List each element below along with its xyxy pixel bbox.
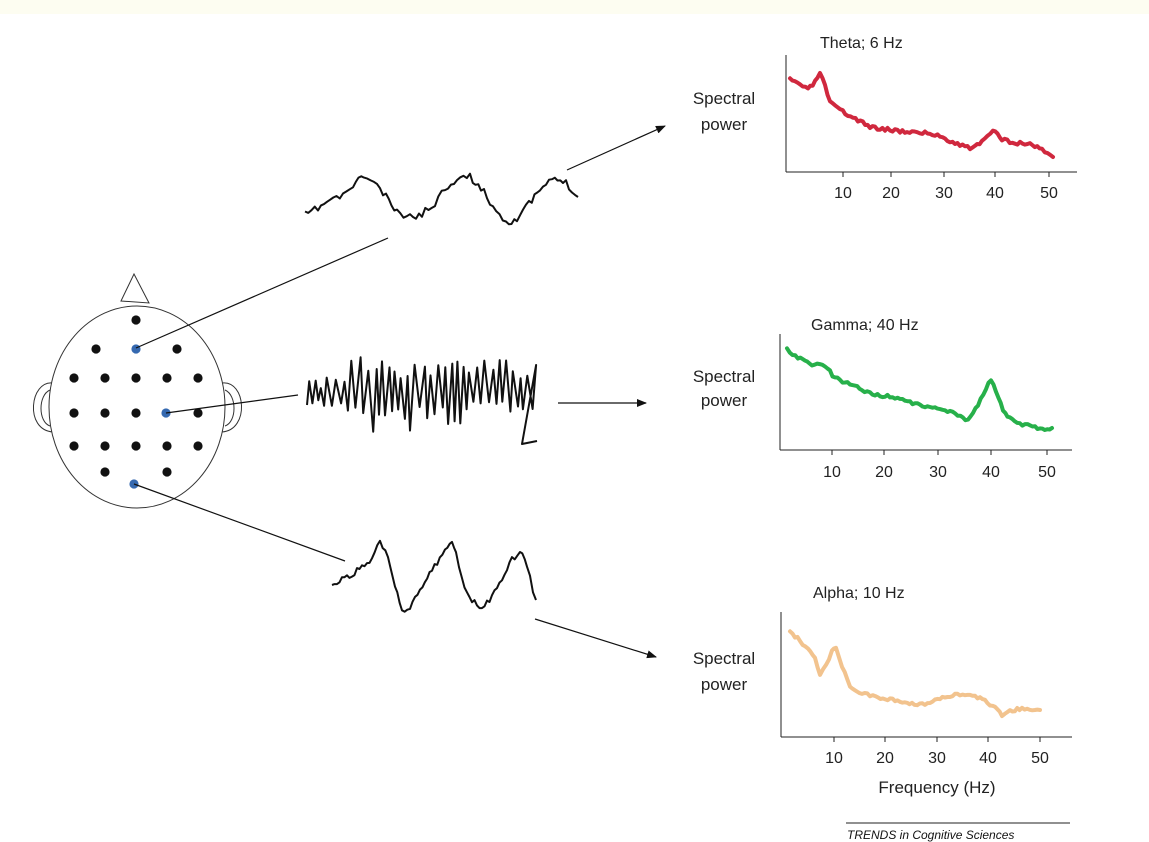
panel-title-gamma: Gamma; 40 Hz bbox=[811, 317, 919, 334]
tick-label-alpha-30: 30 bbox=[928, 750, 946, 767]
left-ear-inner bbox=[40, 389, 51, 427]
connector-line-top bbox=[135, 237, 389, 349]
left-ear bbox=[32, 382, 54, 433]
spectrum-curve-gamma bbox=[785, 346, 1054, 432]
tick-label-theta-20: 20 bbox=[882, 185, 900, 202]
tick-label-theta-50: 50 bbox=[1040, 185, 1058, 202]
electrode bbox=[131, 373, 141, 383]
tick-label-alpha-10: 10 bbox=[825, 750, 843, 767]
electrode bbox=[100, 408, 110, 418]
electrode-grid bbox=[69, 315, 203, 489]
spectrum-panel-theta: Theta; 6 Hz Spectral power 10 20 30 40 5… bbox=[693, 35, 1077, 202]
ylabel-line1-theta: Spectral bbox=[693, 89, 755, 108]
panel-title-alpha: Alpha; 10 Hz bbox=[813, 585, 905, 602]
spectrum-panel-gamma: Gamma; 40 Hz Spectral power 10 20 30 40 … bbox=[693, 317, 1072, 481]
x-ticks-alpha bbox=[833, 737, 1041, 742]
electrode bbox=[100, 467, 110, 477]
tick-label-gamma-10: 10 bbox=[823, 464, 841, 481]
panel-title-theta: Theta; 6 Hz bbox=[820, 35, 903, 52]
top-bar bbox=[0, 0, 1149, 14]
electrode bbox=[131, 441, 141, 451]
electrode bbox=[162, 373, 172, 383]
electrode bbox=[69, 441, 79, 451]
eeg-trace-alpha bbox=[331, 539, 537, 613]
ylabel-line2-alpha: power bbox=[701, 675, 748, 694]
electrode bbox=[193, 441, 203, 451]
electrode bbox=[100, 441, 110, 451]
connector-line-middle bbox=[165, 394, 299, 414]
electrode bbox=[162, 467, 172, 477]
head-nose bbox=[120, 272, 150, 304]
ylabel-line2-theta: power bbox=[701, 115, 748, 134]
tick-label-gamma-40: 40 bbox=[982, 464, 1000, 481]
tick-label-alpha-50: 50 bbox=[1031, 750, 1049, 767]
arrow-to-theta bbox=[566, 125, 666, 171]
right-ear-inner bbox=[224, 389, 235, 427]
active-electrode bbox=[131, 344, 141, 354]
head bbox=[32, 272, 242, 509]
electrode bbox=[91, 344, 101, 354]
ylabel-line1-gamma: Spectral bbox=[693, 367, 755, 386]
ylabel-line2-gamma: power bbox=[701, 391, 748, 410]
electrode bbox=[131, 315, 141, 325]
credit-text: TRENDS in Cognitive Sciences bbox=[847, 828, 1014, 842]
spectrum-curve-theta bbox=[788, 71, 1055, 159]
tick-label-gamma-50: 50 bbox=[1038, 464, 1056, 481]
tick-label-gamma-30: 30 bbox=[929, 464, 947, 481]
x-axis-label-alpha: Frequency (Hz) bbox=[878, 778, 995, 797]
electrode bbox=[162, 441, 172, 451]
head-outline bbox=[48, 305, 226, 509]
electrode bbox=[69, 408, 79, 418]
arrow-to-alpha bbox=[534, 618, 657, 659]
tick-label-theta-10: 10 bbox=[834, 185, 852, 202]
tick-label-theta-40: 40 bbox=[986, 185, 1004, 202]
electrode bbox=[193, 373, 203, 383]
electrode bbox=[69, 373, 79, 383]
electrode bbox=[131, 408, 141, 418]
ylabel-line1-alpha: Spectral bbox=[693, 649, 755, 668]
tick-label-alpha-20: 20 bbox=[876, 750, 894, 767]
electrode bbox=[193, 408, 203, 418]
tick-label-theta-30: 30 bbox=[935, 185, 953, 202]
spectrum-curve-alpha bbox=[788, 629, 1042, 719]
tick-label-gamma-20: 20 bbox=[875, 464, 893, 481]
spectrum-panel-alpha: Alpha; 10 Hz Spectral power 10 20 30 40 … bbox=[693, 585, 1072, 797]
connector-line-bottom bbox=[133, 483, 346, 562]
x-ticks-theta bbox=[842, 172, 1050, 177]
eeg-trace-theta bbox=[304, 172, 579, 226]
electrode bbox=[172, 344, 182, 354]
right-ear bbox=[221, 382, 242, 433]
tick-label-alpha-40: 40 bbox=[979, 750, 997, 767]
eeg-trace-gamma bbox=[306, 356, 538, 445]
x-ticks-gamma bbox=[831, 450, 1048, 455]
electrode bbox=[100, 373, 110, 383]
